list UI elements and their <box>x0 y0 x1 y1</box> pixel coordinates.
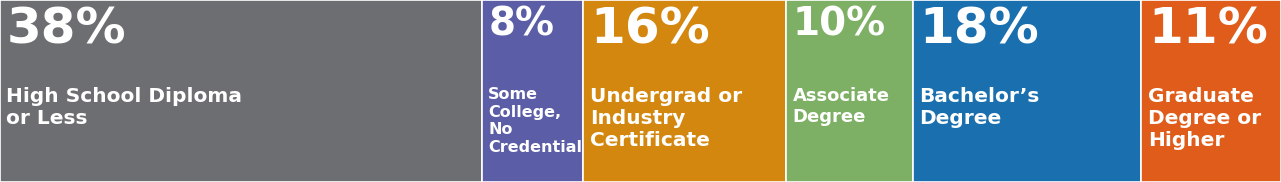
Text: Graduate
Degree or
Higher: Graduate Degree or Higher <box>1148 87 1261 150</box>
Bar <box>913 0 1141 182</box>
Text: High School Diploma
or Less: High School Diploma or Less <box>6 87 242 128</box>
Bar <box>787 0 913 182</box>
Text: 8%: 8% <box>488 5 555 43</box>
Text: Bachelor’s
Degree: Bachelor’s Degree <box>920 87 1040 128</box>
Text: 18%: 18% <box>920 5 1039 54</box>
Text: 10%: 10% <box>793 5 886 43</box>
Bar <box>1141 0 1281 182</box>
Bar <box>482 0 583 182</box>
Text: 38%: 38% <box>6 5 126 54</box>
Text: Undergrad or
Industry
Certificate: Undergrad or Industry Certificate <box>589 87 742 150</box>
Text: Some
College,
No
Credential: Some College, No Credential <box>488 87 583 155</box>
Text: 16%: 16% <box>589 5 710 54</box>
Text: 11%: 11% <box>1148 5 1268 54</box>
Text: Associate
Degree: Associate Degree <box>793 87 890 126</box>
Bar <box>583 0 787 182</box>
Bar <box>0 0 482 182</box>
